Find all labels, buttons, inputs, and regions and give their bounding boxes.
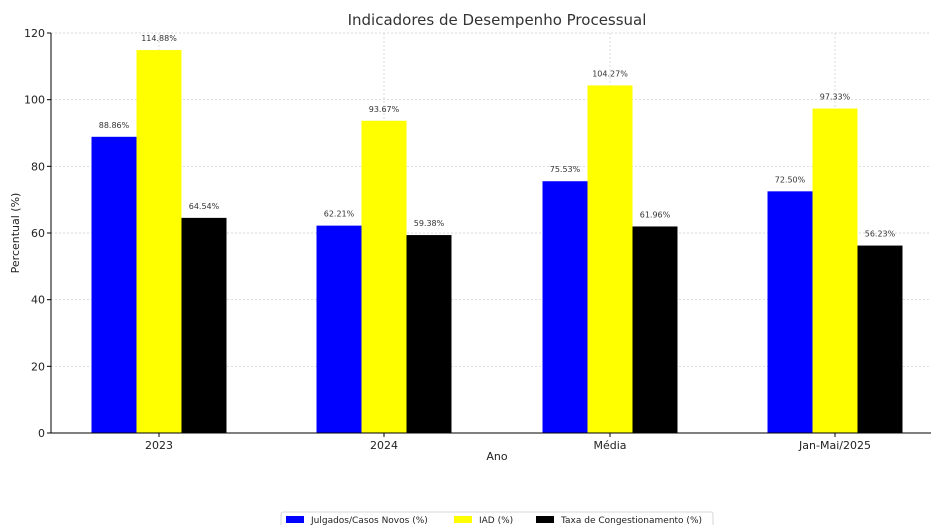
data-label: 72.50% bbox=[775, 175, 806, 184]
y-tick-label: 20 bbox=[31, 360, 45, 373]
bar bbox=[587, 85, 633, 433]
legend-swatch bbox=[454, 516, 472, 523]
legend-swatch bbox=[286, 516, 304, 523]
legend-label: Julgados/Casos Novos (%) bbox=[310, 516, 428, 525]
legend-swatch bbox=[536, 516, 554, 523]
bar bbox=[812, 108, 858, 434]
data-label: 61.96% bbox=[640, 210, 671, 219]
bars: 88.86% 62.21% 75.53% 72.50% 114.88% 93.67% 104… bbox=[91, 34, 903, 434]
chart-title: Indicadores de Desempenho Processual bbox=[348, 11, 647, 29]
y-tick-label: 100 bbox=[24, 94, 45, 107]
y-tick-label: 120 bbox=[24, 27, 45, 40]
data-label: 104.27% bbox=[592, 69, 628, 78]
bar bbox=[857, 245, 903, 433]
data-label: 114.88% bbox=[141, 34, 177, 43]
bar bbox=[361, 120, 407, 434]
legend-label: IAD (%) bbox=[479, 516, 513, 525]
y-tick-label: 0 bbox=[38, 427, 45, 440]
data-label: 97.33% bbox=[820, 93, 851, 102]
x-tick-label: 2024 bbox=[370, 439, 398, 452]
data-label: 75.53% bbox=[550, 165, 581, 174]
legend-box bbox=[280, 511, 714, 525]
y-tick-label: 80 bbox=[31, 160, 45, 173]
data-label: 93.67% bbox=[369, 105, 400, 114]
bar bbox=[316, 225, 362, 433]
legend-label: Taxa de Congestionamento (%) bbox=[560, 516, 702, 525]
x-tick-label: Jan-Mai/2025 bbox=[798, 439, 871, 452]
x-axis-label: Ano bbox=[486, 450, 507, 463]
y-tick-label: 40 bbox=[31, 294, 45, 307]
data-label: 88.86% bbox=[99, 121, 130, 130]
bar bbox=[91, 136, 137, 434]
y-ticks: 0 20 40 60 80 100 120 bbox=[24, 27, 51, 440]
bar bbox=[181, 217, 227, 433]
bar bbox=[136, 50, 182, 434]
x-tick-label: Média bbox=[593, 439, 626, 452]
x-ticks: 2023 2024 Média Jan-Mai/2025 bbox=[145, 433, 871, 452]
data-label: 64.54% bbox=[189, 202, 220, 211]
legend: Julgados/Casos Novos (%) IAD (%) Taxa de C… bbox=[280, 511, 714, 525]
bar bbox=[406, 235, 452, 433]
bar bbox=[542, 181, 588, 433]
y-axis-label: Percentual (%) bbox=[9, 193, 22, 274]
x-tick-label: 2023 bbox=[145, 439, 173, 452]
data-label: 56.23% bbox=[865, 230, 896, 239]
data-label: 59.38% bbox=[414, 219, 445, 228]
data-label: 62.21% bbox=[324, 210, 355, 219]
bar bbox=[632, 226, 678, 433]
bar bbox=[767, 191, 813, 433]
y-tick-label: 60 bbox=[31, 227, 45, 240]
